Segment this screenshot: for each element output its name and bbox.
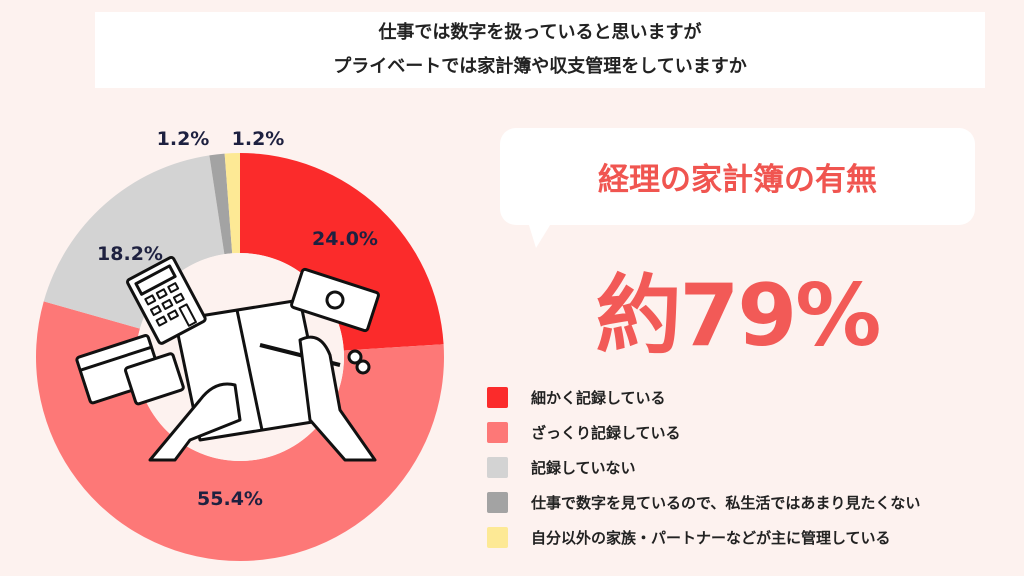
slice-2 xyxy=(43,155,225,329)
legend: 細かく記録している ざっくり記録している 記録していない 仕事で数字を見ているの… xyxy=(487,380,920,555)
coin-icon xyxy=(347,349,363,365)
legend-item: 細かく記録している xyxy=(487,380,920,415)
legend-swatch xyxy=(487,457,508,478)
calculator-icon xyxy=(126,255,207,345)
slice-4 xyxy=(224,153,240,254)
callout-bubble: 経理の家計簿の有無 xyxy=(500,128,975,225)
legend-label: ざっくり記録している xyxy=(531,424,681,442)
card-icon xyxy=(75,334,185,406)
legend-label: 自分以外の家族・パートナーなどが主に管理している xyxy=(531,529,891,547)
bookkeeping-illustration-icon xyxy=(75,255,380,462)
slice-0 xyxy=(240,153,444,351)
title-line-1: 仕事では数字を扱っていると思いますが xyxy=(378,22,702,43)
callout-value: 約79% xyxy=(595,266,882,366)
data-label: 55.4% xyxy=(197,488,263,510)
legend-item: 仕事で数字を見ているので、私生活ではあまり見たくない xyxy=(487,485,920,520)
legend-label: 仕事で数字を見ているので、私生活ではあまり見たくない xyxy=(531,494,921,512)
legend-label: 細かく記録している xyxy=(531,389,666,407)
legend-swatch xyxy=(487,422,508,443)
bubble-tail xyxy=(528,222,552,248)
slice-3 xyxy=(209,153,233,255)
title-box: 仕事では数字を扱っていると思いますが プライベートでは家計簿や収支管理をしていま… xyxy=(95,12,985,88)
slice-1 xyxy=(36,301,445,562)
legend-item: ざっくり記録している xyxy=(487,415,920,450)
hand-icon xyxy=(148,382,242,462)
legend-label: 記録していない xyxy=(531,459,636,477)
callout-headline: 経理の家計簿の有無 xyxy=(598,162,877,198)
data-label: 1.2% xyxy=(157,128,210,150)
donut-chart: 24.0% 55.4% 18.2% 1.2% 1.2% xyxy=(36,128,445,562)
data-label: 1.2% xyxy=(232,128,285,150)
legend-item: 記録していない xyxy=(487,450,920,485)
legend-swatch xyxy=(487,387,508,408)
title-line-2: プライベートでは家計簿や収支管理をしていますか xyxy=(333,56,747,77)
legend-item: 自分以外の家族・パートナーなどが主に管理している xyxy=(487,520,920,555)
data-label: 24.0% xyxy=(312,228,378,250)
legend-swatch xyxy=(487,527,508,548)
data-label: 18.2% xyxy=(97,243,163,265)
legend-swatch xyxy=(487,492,508,513)
cash-icon xyxy=(290,267,380,333)
